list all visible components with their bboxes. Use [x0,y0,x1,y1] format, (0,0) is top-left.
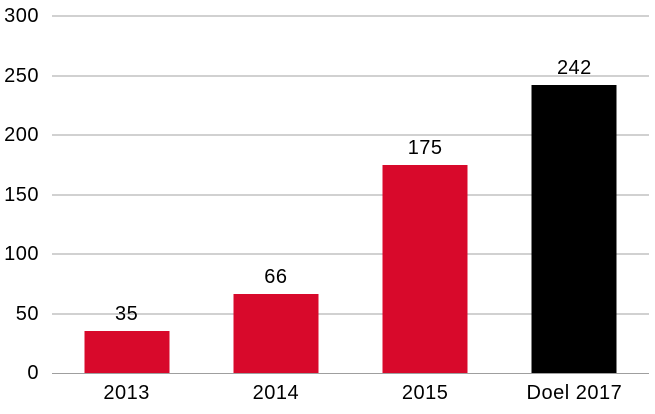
y-axis: 0 50 100 150 200 250 300 [0,6,39,383]
y-axis-label: 100 [4,243,39,265]
bar-value-label: 242 [556,57,592,80]
bar [233,294,319,373]
y-axis-label: 300 [4,5,39,27]
bar-value-label: 66 [264,266,288,289]
x-axis-label: Doel 2017 [526,382,623,404]
gridline [52,253,649,255]
x-axis-label: 2014 [252,382,300,404]
plot-area: 35 66 175 242 [52,15,649,374]
bar [84,331,170,373]
bar [382,164,468,373]
gridline [52,313,649,314]
x-axis-label: 2015 [401,382,449,404]
y-axis-label: 250 [4,64,39,87]
gridline [52,75,649,76]
gridline [52,134,649,136]
bar-value-label: 35 [115,303,139,326]
x-axis-label: 2013 [103,382,150,404]
y-axis-label: 200 [4,124,39,146]
bar [531,85,617,373]
bar-value-label: 175 [407,136,443,159]
y-axis-label: 150 [4,183,39,206]
y-axis-label: 50 [15,302,39,325]
gridline [52,15,649,17]
gridline [52,194,649,195]
x-axis: 2013 2014 2015 Doel 2017 [52,383,649,409]
y-axis-label: 0 [27,362,39,384]
